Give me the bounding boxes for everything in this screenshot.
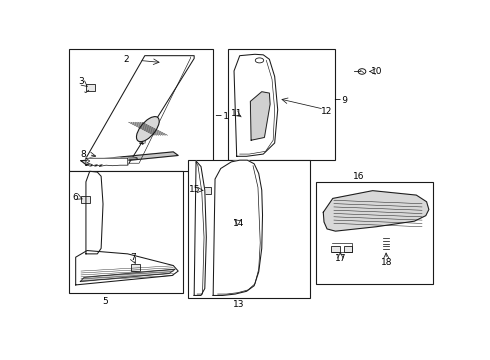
Text: 3: 3	[78, 77, 84, 86]
Polygon shape	[86, 158, 128, 167]
FancyBboxPatch shape	[241, 117, 250, 123]
Text: ─ 1: ─ 1	[215, 112, 229, 121]
Text: 12: 12	[321, 107, 333, 116]
Text: 5: 5	[102, 297, 108, 306]
Text: 2: 2	[123, 54, 128, 63]
Polygon shape	[80, 269, 175, 282]
Bar	[316, 182, 434, 284]
Text: 7: 7	[130, 253, 136, 262]
Polygon shape	[81, 152, 178, 165]
Bar	[69, 49, 213, 171]
Ellipse shape	[255, 58, 264, 63]
FancyBboxPatch shape	[86, 84, 96, 91]
Text: 15: 15	[189, 185, 201, 194]
Bar	[189, 159, 310, 298]
Text: 13: 13	[233, 300, 245, 309]
Text: 10: 10	[371, 67, 383, 76]
FancyBboxPatch shape	[344, 246, 352, 252]
Ellipse shape	[137, 117, 159, 142]
FancyBboxPatch shape	[131, 264, 140, 270]
Text: 14: 14	[233, 220, 245, 229]
FancyBboxPatch shape	[162, 59, 171, 66]
FancyBboxPatch shape	[202, 187, 211, 194]
Polygon shape	[86, 56, 194, 165]
Text: 18: 18	[381, 258, 393, 267]
Ellipse shape	[121, 157, 137, 160]
Polygon shape	[323, 191, 429, 231]
Polygon shape	[250, 92, 270, 140]
FancyBboxPatch shape	[81, 197, 91, 203]
Text: 4: 4	[138, 138, 144, 147]
FancyBboxPatch shape	[227, 215, 237, 222]
Polygon shape	[213, 160, 263, 296]
Text: ─ 9: ─ 9	[334, 96, 348, 105]
Text: 16: 16	[352, 172, 364, 181]
Bar	[228, 49, 335, 159]
Text: 11: 11	[231, 109, 243, 118]
Text: 17: 17	[335, 255, 346, 264]
Polygon shape	[194, 161, 206, 296]
Polygon shape	[234, 54, 278, 156]
Text: 8: 8	[80, 150, 86, 159]
Text: 6: 6	[73, 193, 78, 202]
FancyBboxPatch shape	[331, 246, 340, 252]
Bar	[69, 171, 183, 293]
